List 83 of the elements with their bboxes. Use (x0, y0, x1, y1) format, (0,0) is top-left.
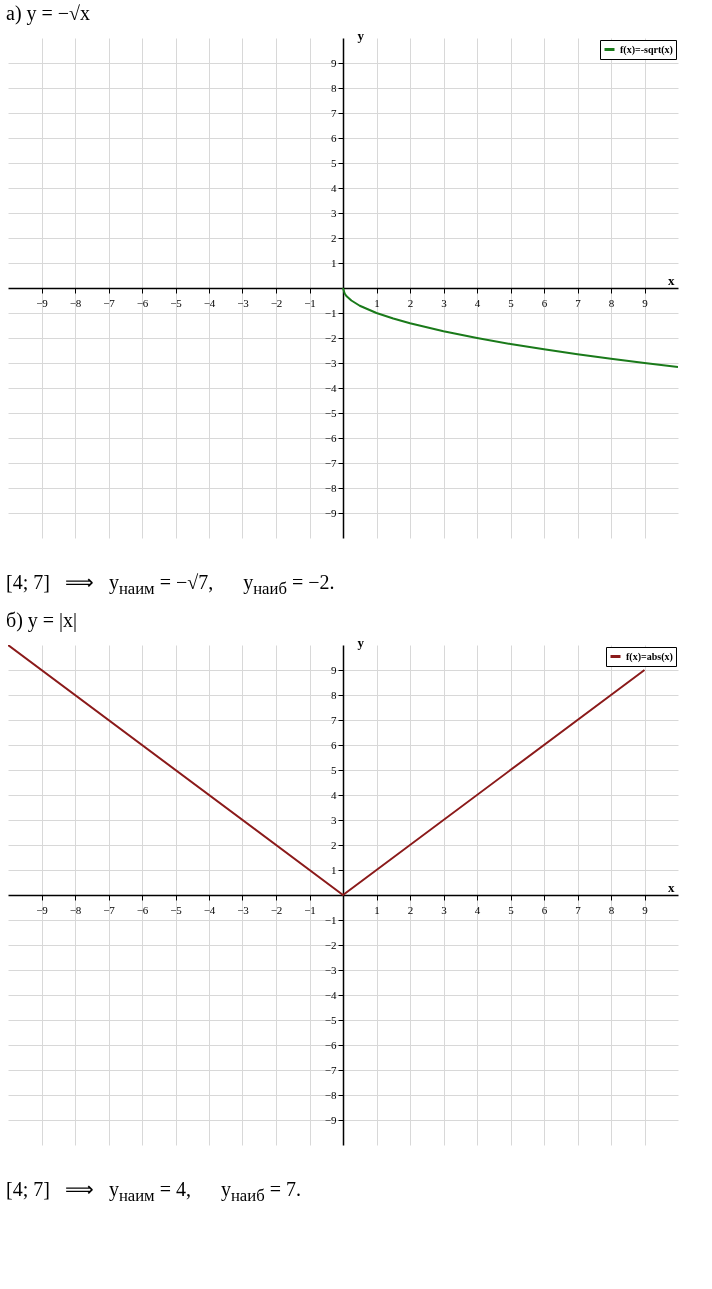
x-tick-label: 2 (407, 296, 414, 309)
x-tick-label: 1 (374, 296, 380, 309)
x-tick-label: −4 (203, 903, 216, 916)
x-tick-label: −8 (69, 296, 82, 309)
y-tick-label: −3 (324, 963, 337, 976)
y-tick-label: −5 (324, 406, 337, 419)
x-tick-label: −1 (304, 296, 316, 309)
x-tick-label: −3 (237, 296, 250, 309)
x-tick-label: −7 (103, 296, 116, 309)
y-axis-title: y (357, 27, 365, 43)
x-tick-label: 2 (407, 903, 414, 916)
x-tick-label: −2 (270, 903, 283, 916)
y-tick-label: 1 (331, 863, 337, 876)
x-tick-label: 1 (374, 903, 380, 916)
y-tick-label: −7 (324, 1063, 337, 1076)
y-tick-label: −7 (324, 456, 337, 469)
y-tick-label: −8 (324, 481, 337, 494)
y-tick-label: −1 (324, 306, 337, 319)
y-tick-label: 6 (331, 738, 337, 751)
y-tick-label: −6 (324, 1038, 337, 1051)
x-tick-label: 8 (608, 296, 615, 309)
x-tick-label: −2 (270, 296, 283, 309)
x-tick-label: −9 (36, 903, 49, 916)
line-series (342, 287, 678, 368)
y-tick-label: −2 (324, 938, 337, 951)
x-tick-label: −9 (36, 296, 49, 309)
y-tick-label: 2 (331, 231, 337, 244)
x-axis-title: x (668, 272, 675, 288)
x-tick-label: −3 (237, 903, 250, 916)
x-tick-label: −7 (103, 903, 116, 916)
y-tick-label: −9 (324, 1113, 337, 1126)
x-tick-label: 9 (642, 903, 649, 916)
x-tick-label: −1 (304, 903, 316, 916)
y-tick-label: 5 (331, 763, 337, 776)
y-tick-label: −4 (324, 381, 337, 394)
x-tick-label: 8 (608, 903, 615, 916)
y-tick-label: −2 (324, 331, 337, 344)
y-axis-title: y (357, 634, 365, 650)
x-axis-title: x (668, 879, 675, 895)
x-tick-label: 4 (474, 903, 481, 916)
y-tick-label: 5 (331, 156, 337, 169)
x-tick-label: 5 (508, 296, 515, 309)
y-tick-label: 3 (331, 206, 337, 219)
legend-label: f(x)=-sqrt(x) (620, 43, 673, 56)
x-tick-label: −6 (136, 903, 149, 916)
y-tick-label: 4 (331, 181, 337, 194)
y-tick-label: 3 (331, 813, 337, 826)
x-tick-label: 4 (474, 296, 481, 309)
y-tick-label: 6 (331, 131, 337, 144)
y-tick-label: −6 (324, 431, 337, 444)
x-tick-label: 6 (541, 903, 548, 916)
y-tick-label: −9 (324, 506, 337, 519)
x-tick-label: 3 (441, 296, 448, 309)
x-tick-label: 3 (441, 903, 448, 916)
x-tick-label: 5 (508, 903, 515, 916)
x-tick-label: −6 (136, 296, 149, 309)
y-tick-label: 7 (331, 713, 337, 726)
y-tick-label: 2 (331, 838, 337, 851)
x-tick-label: −5 (170, 296, 183, 309)
x-tick-label: −5 (170, 903, 183, 916)
x-tick-label: 7 (575, 903, 582, 916)
y-tick-label: 4 (331, 788, 337, 801)
y-tick-label: −4 (324, 988, 337, 1001)
text: [4; 7] ⟹ y$_{наим}$ = −√7, y$_{наиб}$ = −2. (5, 570, 336, 600)
y-tick-label: 8 (331, 688, 337, 701)
y-tick-label: 1 (331, 256, 337, 269)
y-tick-label: −8 (324, 1088, 337, 1101)
chart-title: б) y = |x| (6, 609, 78, 631)
x-tick-label: 9 (642, 296, 649, 309)
x-tick-label: −8 (69, 903, 82, 916)
text: [4; 7] ⟹ y$_{наим}$ = 4, y$_{наиб}$ = 7. (5, 1177, 302, 1207)
chart-title: а) y = −√x (6, 2, 91, 24)
y-tick-label: 9 (331, 663, 337, 676)
y-tick-label: −1 (324, 913, 337, 926)
y-tick-label: 7 (331, 106, 337, 119)
x-tick-label: 6 (541, 296, 548, 309)
y-tick-label: 9 (331, 56, 337, 69)
x-tick-label: 7 (575, 296, 582, 309)
y-tick-label: 8 (331, 81, 337, 94)
x-tick-label: −4 (203, 296, 216, 309)
y-tick-label: −3 (324, 356, 337, 369)
y-tick-label: −5 (324, 1013, 337, 1026)
legend-label: f(x)=abs(x) (626, 650, 673, 663)
